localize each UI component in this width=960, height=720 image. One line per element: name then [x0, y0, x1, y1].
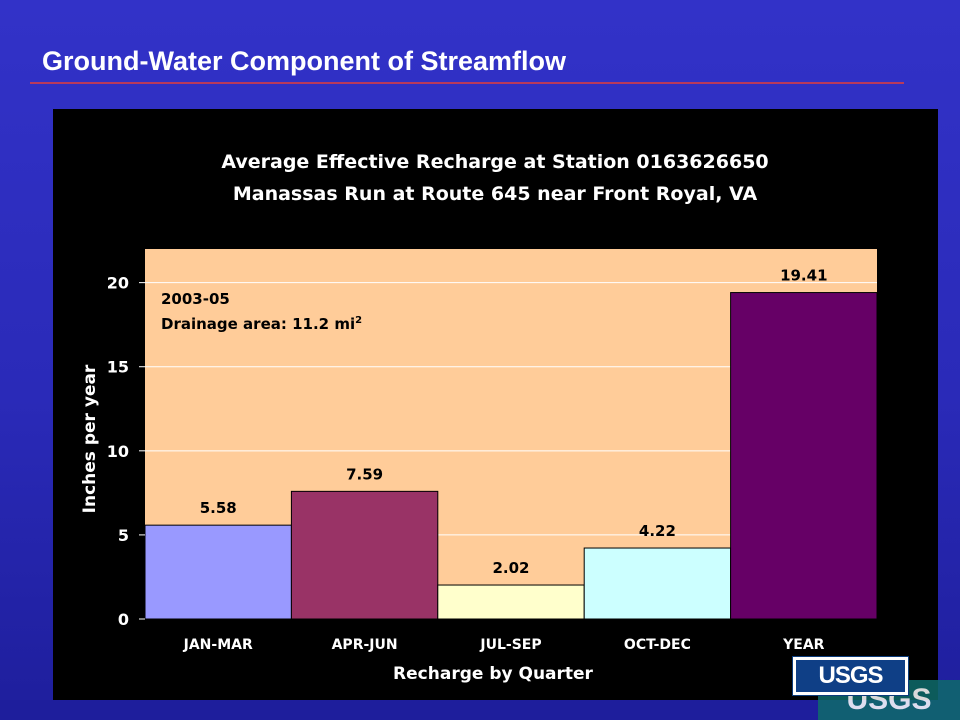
y-tick-label: 5 [118, 526, 129, 545]
bar-jul-sep [437, 584, 585, 620]
bars [144, 292, 878, 620]
y-tick-label: 20 [107, 274, 129, 293]
bottom-strip [0, 700, 960, 720]
usgs-logo-text: USGS [818, 662, 883, 689]
bar-year [730, 292, 878, 620]
chart-panel: Average Effective Recharge at Station 01… [53, 109, 938, 703]
y-axis-ticks: 0 5 10 15 20 [107, 274, 145, 629]
drainage-area-superscript: 2 [355, 315, 362, 326]
bar-apr-jun [290, 490, 439, 620]
chart-title: Average Effective Recharge at Station 01… [221, 151, 768, 173]
data-label: 19.41 [780, 267, 827, 285]
data-label: 2.02 [492, 559, 529, 577]
title-divider [30, 82, 904, 84]
x-tick-label: YEAR [782, 637, 825, 653]
y-tick-label: 10 [107, 442, 129, 461]
drainage-area-text: Drainage area: 11.2 mi [161, 315, 355, 333]
bar-oct-dec [583, 547, 732, 620]
value-labels: 5.58 7.59 2.02 4.22 19.41 [200, 267, 828, 577]
x-tick-label: APR-JUN [332, 637, 398, 653]
x-tick-label: JUL-SEP [479, 637, 541, 653]
x-axis-label: Recharge by Quarter [393, 664, 594, 684]
usgs-logo: USGS [792, 656, 909, 696]
data-label: 7.59 [346, 465, 383, 483]
y-tick-label: 15 [107, 358, 129, 377]
y-tick-label: 0 [118, 610, 129, 629]
annotation-drainage-area: Drainage area: 11.2 mi2 [161, 315, 362, 333]
data-label: 5.58 [200, 499, 237, 517]
x-tick-label: OCT-DEC [624, 637, 691, 653]
bar-jan-mar [144, 524, 292, 620]
x-axis-ticks: JAN-MAR APR-JUN JUL-SEP OCT-DEC YEAR [183, 637, 825, 653]
slide-title: Ground-Water Component of Streamflow [42, 46, 566, 76]
usgs-logo-mark: USGS [796, 660, 905, 692]
annotation-period: 2003-05 [161, 290, 230, 308]
recharge-bar-chart: Average Effective Recharge at Station 01… [80, 151, 878, 684]
x-tick-label: JAN-MAR [183, 637, 253, 653]
data-label: 4.22 [639, 522, 676, 540]
chart-subtitle: Manassas Run at Route 645 near Front Roy… [233, 183, 758, 205]
y-axis-label: Inches per year [80, 364, 100, 513]
